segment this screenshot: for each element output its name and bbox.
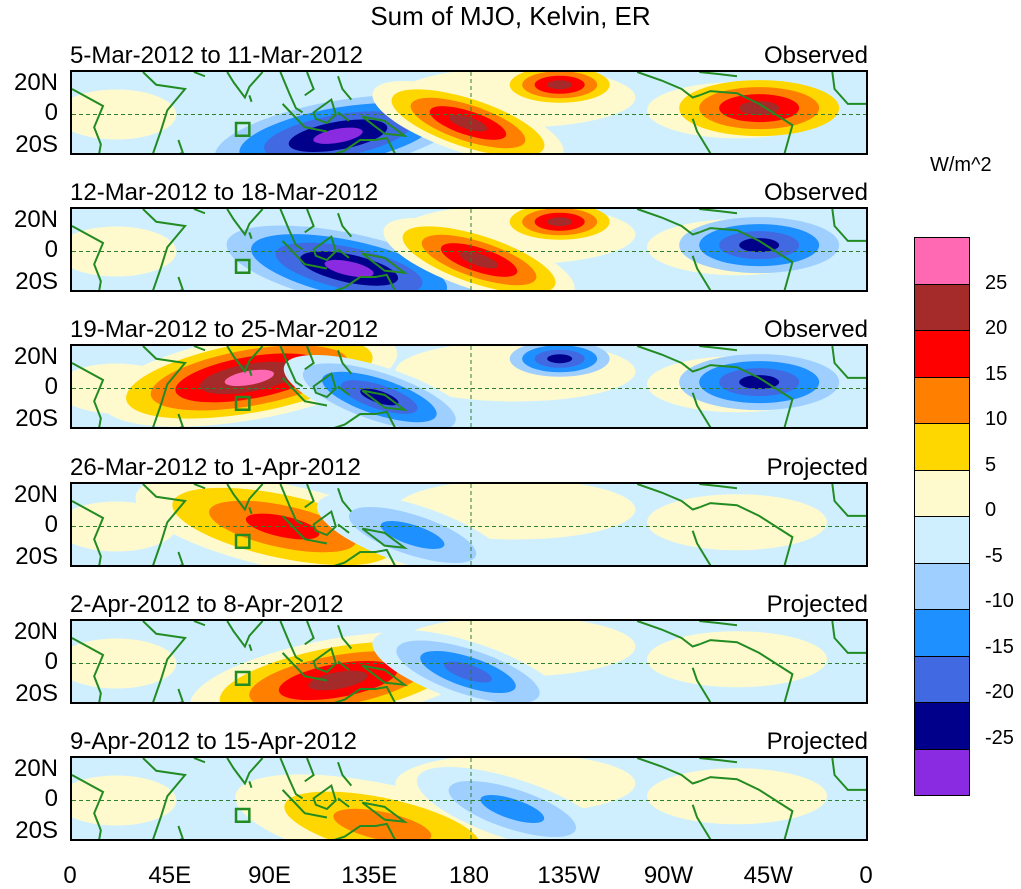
colorbar-swatch bbox=[915, 331, 969, 378]
y-tick-label: 20S bbox=[15, 268, 58, 295]
y-tick-label: 20S bbox=[15, 680, 58, 707]
y-tick-label: 0 bbox=[44, 510, 58, 538]
x-tick-label: 90W bbox=[643, 862, 694, 889]
colorbar-tick-label: 5 bbox=[985, 453, 997, 476]
map-panel bbox=[70, 207, 868, 292]
colorbar-tick-label: -15 bbox=[985, 635, 1014, 658]
colorbar-tick-label: -25 bbox=[985, 726, 1014, 749]
colorbar-tick-label: -5 bbox=[985, 544, 1003, 567]
colorbar-swatch bbox=[915, 238, 969, 285]
x-tick-label: 135W bbox=[537, 862, 601, 889]
y-tick-label: 20N bbox=[13, 755, 58, 782]
olr-anomaly-map bbox=[72, 621, 866, 702]
colorbar-swatch bbox=[915, 563, 969, 610]
y-tick-label: 0 bbox=[44, 647, 58, 675]
colorbar-swatch bbox=[915, 749, 969, 795]
colorbar bbox=[914, 237, 970, 796]
map-panel bbox=[70, 482, 868, 567]
colorbar-tick-label: 20 bbox=[985, 317, 1008, 339]
panel-date-range: 5-Mar-2012 to 11-Mar-2012 bbox=[70, 42, 364, 69]
olr-anomaly-map bbox=[72, 484, 866, 565]
y-tick-label: 20N bbox=[13, 69, 58, 96]
y-tick-label: 20N bbox=[13, 618, 58, 645]
x-tick-label: 135E bbox=[341, 862, 398, 889]
colorbar-swatch bbox=[915, 424, 969, 471]
colorbar-tick-label: -10 bbox=[985, 590, 1014, 612]
y-tick-label: 20S bbox=[15, 405, 58, 432]
colorbar-unit: W/m^2 bbox=[930, 154, 992, 176]
colorbar-swatch bbox=[915, 470, 969, 517]
x-tick-label: 0 bbox=[63, 862, 77, 889]
x-tick-label: 90E bbox=[248, 862, 291, 889]
x-tick-label: 45E bbox=[148, 862, 192, 889]
map-panel bbox=[70, 344, 868, 429]
colorbar-swatch bbox=[915, 517, 969, 564]
y-tick-label: 0 bbox=[44, 372, 58, 400]
y-tick-label: 20S bbox=[15, 131, 58, 158]
colorbar-tick-label: 25 bbox=[985, 271, 1008, 294]
x-tick-label: 0 bbox=[859, 862, 873, 889]
panel-date-range: 12-Mar-2012 to 18-Mar-2012 bbox=[70, 179, 379, 206]
panel-date-range: 26-Mar-2012 to 1-Apr-2012 bbox=[70, 454, 361, 481]
y-tick-label: 20N bbox=[13, 206, 58, 233]
y-tick-label: 0 bbox=[44, 784, 58, 812]
colorbar-tick-label: -20 bbox=[985, 681, 1014, 703]
map-panel bbox=[70, 756, 868, 841]
panel-type-label: Projected bbox=[766, 728, 868, 755]
colorbar-tick-label: 10 bbox=[985, 408, 1008, 430]
y-tick-label: 20S bbox=[15, 543, 58, 570]
panel-type-label: Observed bbox=[763, 42, 868, 69]
panel-date-range: 2-Apr-2012 to 8-Apr-2012 bbox=[70, 591, 344, 618]
colorbar-tick-label: 0 bbox=[985, 499, 997, 521]
y-tick-label: 0 bbox=[44, 235, 58, 263]
panel-date-range: 9-Apr-2012 to 15-Apr-2012 bbox=[70, 728, 357, 755]
panel-type-label: Observed bbox=[763, 316, 868, 343]
panel-date-range: 19-Mar-2012 to 25-Mar-2012 bbox=[70, 316, 379, 343]
x-tick-label: 45W bbox=[743, 862, 793, 889]
map-panel bbox=[70, 619, 868, 704]
y-tick-label: 0 bbox=[44, 98, 58, 126]
panel-type-label: Projected bbox=[766, 454, 868, 481]
colorbar-swatch bbox=[915, 656, 969, 703]
y-tick-label: 20N bbox=[13, 343, 58, 370]
colorbar-swatch bbox=[915, 377, 969, 424]
x-tick-label: 180 bbox=[448, 862, 490, 889]
map-panel bbox=[70, 70, 868, 155]
colorbar-swatch bbox=[915, 703, 969, 750]
olr-anomaly-map bbox=[72, 346, 866, 427]
panel-type-label: Projected bbox=[766, 591, 868, 618]
olr-anomaly-map bbox=[72, 72, 866, 153]
colorbar-swatch bbox=[915, 284, 969, 331]
colorbar-tick-label: 15 bbox=[985, 362, 1008, 385]
colorbar-swatch bbox=[915, 610, 969, 657]
y-tick-label: 20S bbox=[15, 817, 58, 844]
olr-anomaly-map bbox=[72, 209, 866, 290]
olr-anomaly-map bbox=[72, 758, 866, 839]
figure-title: Sum of MJO, Kelvin, ER bbox=[370, 1, 651, 31]
y-tick-label: 20N bbox=[13, 481, 58, 508]
panel-type-label: Observed bbox=[763, 179, 868, 206]
